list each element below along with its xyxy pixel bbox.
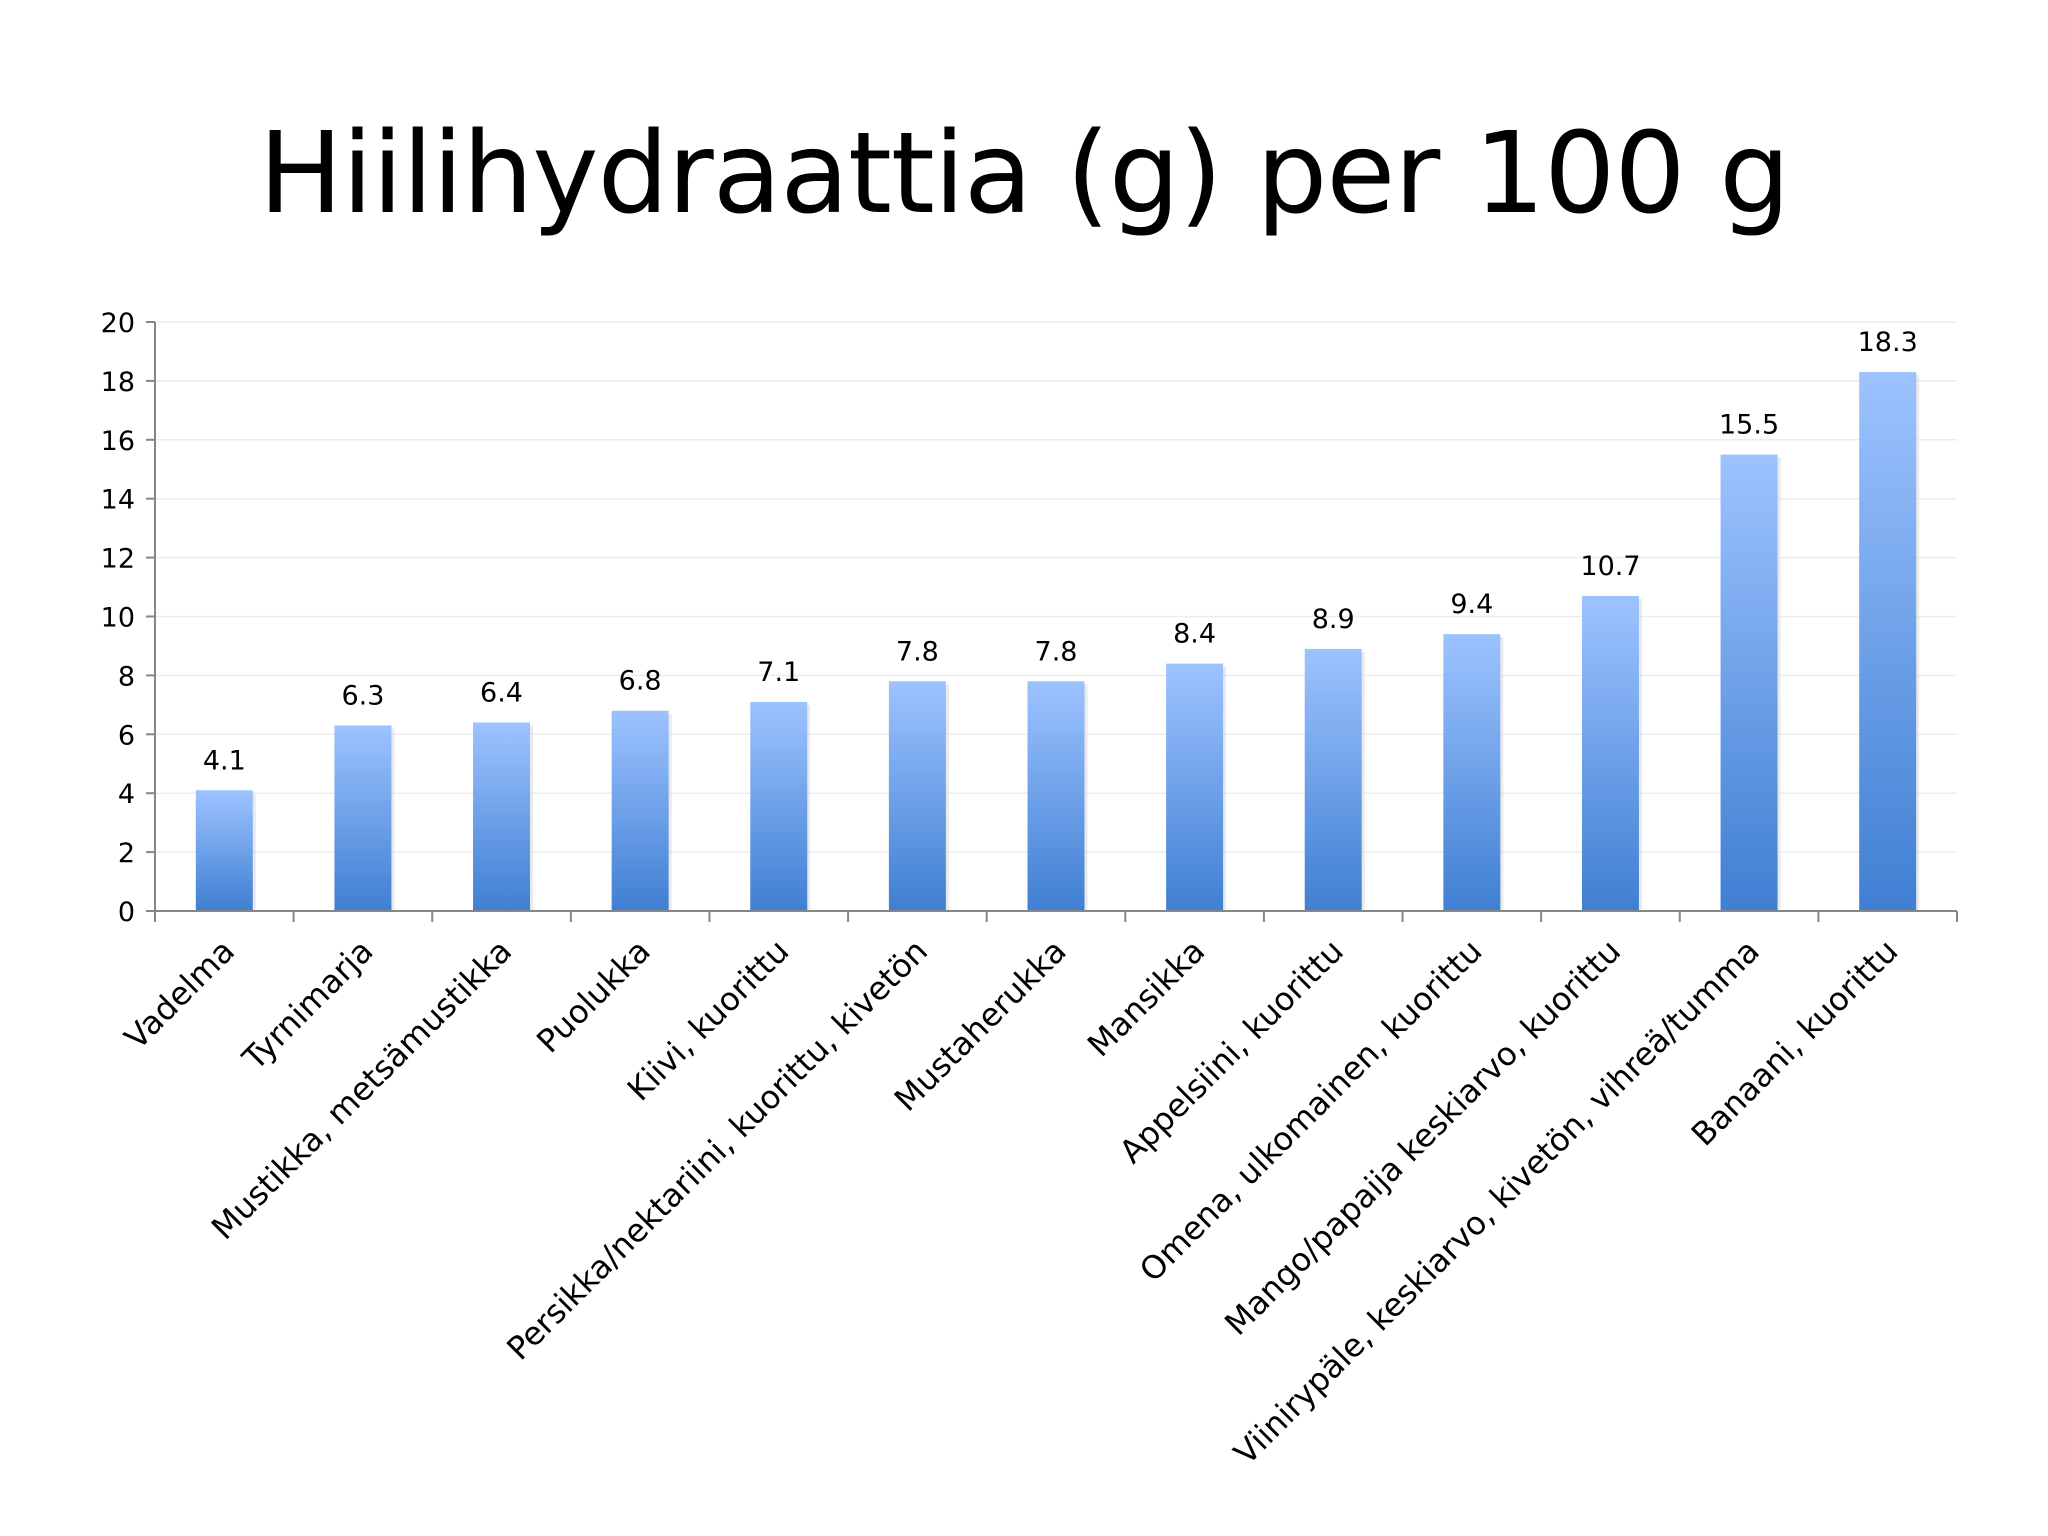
- data-label: 4.1: [203, 745, 246, 776]
- y-axis-ticks: 0 2 4 6 8 10 12 14 16 18 20: [101, 308, 135, 928]
- bar: [1581, 595, 1639, 911]
- bar: [1304, 648, 1362, 911]
- data-label: 7.1: [757, 657, 800, 688]
- data-label: 6.3: [341, 680, 384, 711]
- x-category-label: Mansikka: [1080, 932, 1212, 1064]
- bar: [611, 710, 669, 911]
- data-labels: 4.1 6.3 6.4 6.8 7.1 7.8 7.8 8.4 8.9 9.4 10.7 15.5 18…: [203, 327, 1918, 776]
- bar: [1859, 372, 1917, 911]
- x-category-label: Tyrnimarja: [234, 932, 380, 1078]
- x-category-label: Mustikka, metsämustikka: [204, 932, 519, 1247]
- data-label: 15.5: [1719, 410, 1779, 441]
- y-tick-label: 16: [101, 426, 135, 457]
- y-tick-label: 14: [101, 485, 135, 516]
- bar: [1166, 663, 1224, 911]
- data-label: 7.8: [1035, 636, 1078, 667]
- x-category-label: Viinirypäle, keskiarvo, kivetön, vihreä/…: [1226, 932, 1766, 1472]
- data-label: 6.4: [480, 678, 523, 709]
- bar: [334, 725, 392, 911]
- data-label: 7.8: [896, 636, 939, 667]
- x-category-label: Appelsiini, kuorittu: [1112, 932, 1351, 1171]
- bar: [195, 790, 253, 911]
- data-label: 8.4: [1173, 619, 1216, 650]
- y-tick-label: 4: [118, 779, 135, 810]
- chart-title: Hiilihydraattia (g) per 100 g: [258, 109, 1791, 239]
- y-tick-label: 0: [118, 897, 135, 928]
- bars: [195, 372, 1920, 911]
- y-tick-label: 2: [118, 838, 135, 869]
- y-tick-label: 6: [118, 720, 135, 751]
- bar: [1027, 681, 1085, 911]
- bar: [1443, 634, 1501, 911]
- data-label: 10.7: [1580, 551, 1640, 582]
- y-tick-label: 20: [101, 308, 135, 339]
- data-label: 18.3: [1858, 327, 1918, 358]
- y-tick-label: 18: [101, 367, 135, 398]
- y-tick-label: 10: [101, 603, 135, 634]
- data-label: 8.9: [1312, 604, 1355, 635]
- data-label: 9.4: [1450, 589, 1493, 620]
- bar: [1720, 454, 1778, 911]
- bar: [473, 722, 531, 911]
- y-tick-label: 12: [101, 544, 135, 575]
- x-category-label: Vadelma: [117, 932, 242, 1057]
- bar: [750, 701, 808, 911]
- axes: [154, 322, 1958, 922]
- x-category-label: Puolukka: [529, 932, 658, 1061]
- data-label: 6.8: [619, 666, 662, 697]
- bar: [888, 681, 946, 911]
- y-tick-label: 8: [118, 661, 135, 692]
